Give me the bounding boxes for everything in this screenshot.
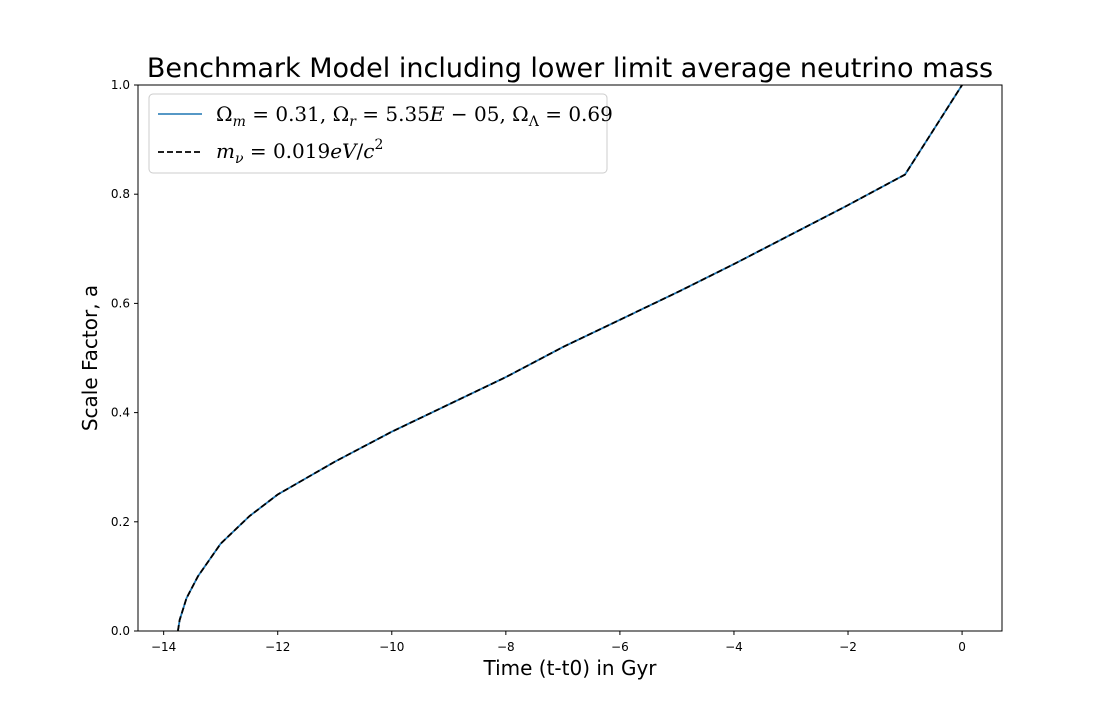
- y-tick-label: 0.8: [111, 187, 130, 201]
- legend-label-omega: Ωm = 0.31, Ωr = 5.35E − 05, ΩΛ = 0.69: [216, 102, 613, 130]
- y-axis: 0.0 0.2 0.4 0.6 0.8 1.0: [111, 78, 138, 638]
- axes-frame: [137, 84, 1003, 632]
- x-tick-label: −4: [725, 640, 743, 654]
- x-tick-label: −12: [265, 640, 290, 654]
- chart-title: Benchmark Model including lower limit av…: [147, 53, 993, 84]
- legend-frame: [148, 93, 608, 174]
- y-tick-label: 0.6: [111, 296, 130, 310]
- x-axis-label: Time (t-t0) in Gyr: [482, 656, 657, 680]
- y-tick-label: 0.2: [111, 515, 130, 529]
- x-tick-label: 0: [958, 640, 966, 654]
- x-tick-label: −6: [611, 640, 629, 654]
- y-tick-label: 1.0: [111, 78, 130, 92]
- series-line-neutrino: [177, 84, 963, 632]
- x-tick-label: −2: [839, 640, 857, 654]
- x-tick-label: −14: [151, 640, 176, 654]
- x-axis: −14 −12 −10 −8 −6 −4 −2 0: [151, 631, 966, 654]
- y-tick-label: 0.4: [111, 406, 130, 420]
- y-axis-label: Scale Factor, a: [78, 285, 102, 431]
- x-tick-label: −8: [497, 640, 515, 654]
- legend-label-neutrino: mν = 0.019eV/c2: [216, 137, 383, 167]
- y-tick-label: 0.0: [111, 624, 130, 638]
- plot-area: [177, 84, 963, 632]
- x-tick-label: −10: [379, 640, 404, 654]
- legend: Ωm = 0.31, Ωr = 5.35E − 05, ΩΛ = 0.69 mν…: [148, 93, 613, 174]
